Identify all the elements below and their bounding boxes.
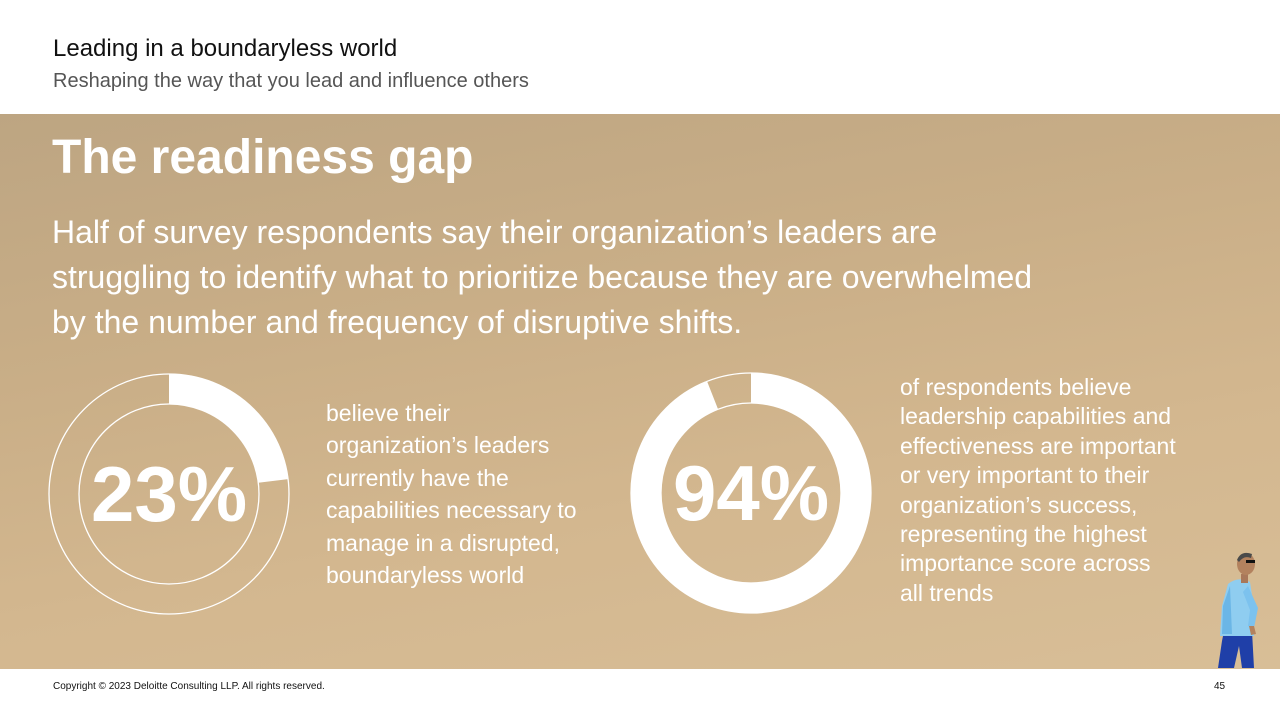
donut-23-arc [49, 374, 289, 614]
lead-line: struggling to identify what to prioritiz… [52, 259, 1033, 295]
banner-title: The readiness gap [52, 131, 474, 184]
stat-line: capabilities necessary to [326, 497, 577, 524]
donut-94-ring [630, 372, 872, 614]
donut-94: 94% [630, 372, 872, 614]
donut-23-value: 23% [90, 449, 248, 538]
stat-line: representing the highest [900, 521, 1147, 548]
stat-line: manage in a disrupted, [326, 529, 560, 556]
stat-line: boundaryless world [326, 562, 525, 589]
stat-line: effectiveness are important [900, 432, 1176, 459]
stat-line: organization’s leaders [326, 432, 550, 459]
stat-line: leadership capabilities and [900, 403, 1172, 430]
donut-23-ring [48, 373, 290, 615]
slide-header: Leading in a boundaryless world Reshapin… [0, 0, 1280, 114]
stat-1-description: believe their organization’s leaders cur… [326, 397, 577, 591]
stat-2-description: of respondents believe leadership capabi… [900, 373, 1176, 608]
donut-94-value: 94% [672, 448, 830, 537]
stat-line: organization’s success, [900, 491, 1138, 518]
header-title: Leading in a boundaryless world [53, 35, 398, 62]
walking-person-illustration [1218, 552, 1258, 668]
stat-line: believe their [326, 400, 451, 426]
banner-lead: Half of survey respondents say their org… [52, 210, 1172, 345]
stat-line: of respondents believe [900, 374, 1132, 400]
stat-line: all trends [900, 579, 994, 606]
header-subtitle: Reshaping the way that you lead and infl… [53, 70, 529, 92]
lead-line: Half of survey respondents say their org… [52, 214, 938, 250]
readiness-banner: The readiness gap Half of survey respond… [0, 114, 1280, 669]
lead-line: by the number and frequency of disruptiv… [52, 304, 743, 340]
stat-line: currently have the [326, 464, 509, 491]
stat-line: or very important to their [900, 462, 1150, 489]
stat-line: importance score across [900, 550, 1151, 577]
page-number: 45 [1214, 681, 1226, 692]
donut-94-arc [631, 373, 871, 613]
footer-copyright: Copyright © 2023 Deloitte Consulting LLP… [53, 681, 325, 692]
donut-23: 23% [48, 373, 290, 615]
